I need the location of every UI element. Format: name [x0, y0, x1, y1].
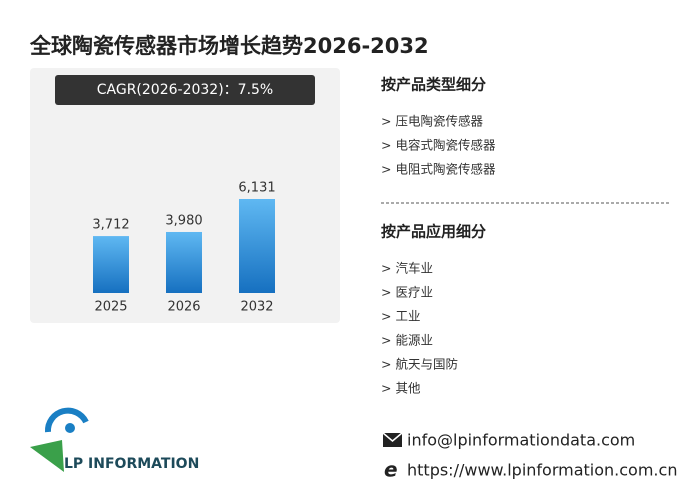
segment-item: > 电阻式陶瓷传感器	[381, 162, 496, 177]
logo-icon	[30, 407, 89, 472]
web-icon: e	[384, 458, 398, 482]
logo-text: LP INFORMATION	[64, 456, 199, 472]
bar	[239, 199, 275, 293]
segment-item: > 航天与国防	[381, 357, 458, 372]
segment-item: > 医疗业	[381, 285, 433, 300]
cagr-label: CAGR(2026-2032)：7.5%	[97, 82, 273, 98]
segment-item: > 压电陶瓷传感器	[381, 114, 483, 129]
website: https://www.lpinformation.com.cn	[407, 461, 677, 480]
email-icon	[382, 432, 403, 447]
segments: 按产品类型细分 > 压电陶瓷传感器 > 电容式陶瓷传感器 > 电阻式陶瓷传感器按产品应…	[381, 76, 496, 396]
bar	[166, 231, 202, 293]
category-label: 2025	[94, 300, 127, 315]
category-label: 2026	[167, 300, 200, 315]
segment-item: > 其他	[381, 381, 421, 396]
category-label: 2032	[240, 300, 273, 315]
email: info@lpinformationdata.com	[407, 431, 635, 450]
segment-item: > 工业	[381, 309, 420, 324]
title: 全球陶瓷传感器市场增长趋势2026-2032	[29, 34, 429, 58]
value-label: 6,131	[238, 181, 275, 196]
segment-heading: 按产品应用细分	[381, 223, 486, 241]
segment-item: > 能源业	[381, 333, 433, 348]
value-label: 3,712	[92, 218, 129, 233]
value-label: 3,980	[165, 213, 202, 228]
segment-heading: 按产品类型细分	[381, 76, 486, 94]
cagr-box	[55, 75, 315, 105]
bar	[93, 236, 129, 293]
bar-group: 3,712 2025 3,980 2026 6,131 2032	[92, 181, 275, 315]
segment-item: > 汽车业	[381, 261, 433, 276]
segment-item: > 电容式陶瓷传感器	[381, 138, 496, 153]
